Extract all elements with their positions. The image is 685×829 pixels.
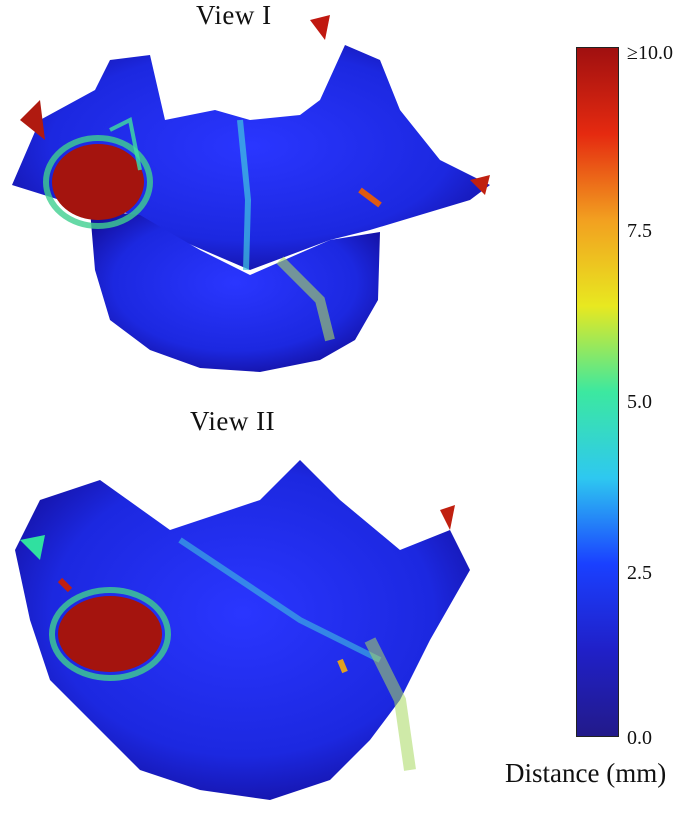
colorbar-tick-5-0: 5.0 xyxy=(627,391,652,413)
valve-surface xyxy=(15,460,470,800)
colorbar-caption: Distance (mm) xyxy=(505,758,667,788)
high-distance-region xyxy=(58,596,162,672)
high-distance-region xyxy=(52,144,144,220)
colorbar-tick-7-5: 7.5 xyxy=(627,220,652,242)
colorbar-tick-max: ≥10.0 xyxy=(627,42,673,64)
colorbar-tick-min: 0.0 xyxy=(627,727,652,749)
colorbar-tick-2-5: 2.5 xyxy=(627,562,652,584)
view-1-title: View I xyxy=(196,0,272,30)
view-2-title: View II xyxy=(190,406,276,436)
view-1-surface-render xyxy=(12,15,490,372)
view-2-surface-render xyxy=(15,460,470,800)
cup-surface xyxy=(90,210,380,372)
distance-colorbar xyxy=(576,47,619,737)
